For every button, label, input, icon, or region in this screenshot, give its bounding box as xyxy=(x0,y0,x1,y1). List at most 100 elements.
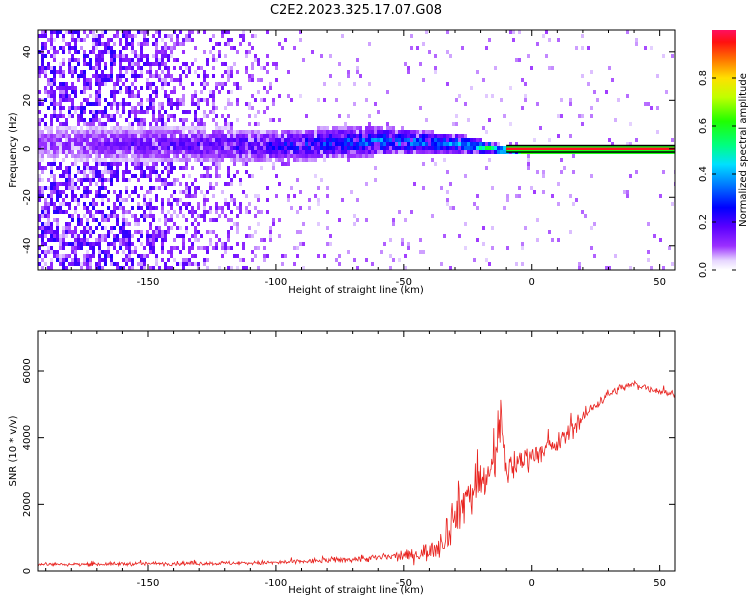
heatmap-cell xyxy=(77,202,80,206)
heatmap-cell xyxy=(248,142,251,146)
heatmap-cell xyxy=(425,30,428,34)
heatmap-cell xyxy=(446,170,449,174)
heatmap-cell xyxy=(170,50,173,54)
heatmap-cell xyxy=(230,70,233,74)
heatmap-cell xyxy=(119,266,122,270)
heatmap-cell xyxy=(191,102,194,106)
heatmap-cell xyxy=(173,150,176,154)
heatmap-cell xyxy=(116,30,119,34)
heatmap-cell xyxy=(242,138,245,142)
heatmap-cell xyxy=(215,234,218,238)
heatmap-cell xyxy=(269,230,272,234)
heatmap-cell xyxy=(191,134,194,138)
heatmap-cell xyxy=(173,30,176,34)
heatmap-cell xyxy=(647,258,650,262)
heatmap-cell xyxy=(368,154,371,158)
heatmap-cell xyxy=(92,130,95,134)
heatmap-cell xyxy=(233,198,236,202)
heatmap-cell xyxy=(356,198,359,202)
heatmap-cell xyxy=(254,150,257,154)
heatmap-cell xyxy=(161,58,164,62)
heatmap-cell xyxy=(44,166,47,170)
heatmap-cell xyxy=(203,126,206,130)
heatmap-cell xyxy=(182,190,185,194)
heatmap-cell xyxy=(200,190,203,194)
heatmap-cell xyxy=(95,102,98,106)
heatmap-cell xyxy=(311,134,314,138)
heatmap-cell xyxy=(98,186,101,190)
heatmap-cell xyxy=(71,90,74,94)
heatmap-cell xyxy=(218,90,221,94)
heatmap-cell xyxy=(551,194,554,198)
heatmap-cell xyxy=(38,190,41,194)
heatmap-cell xyxy=(125,246,128,250)
heatmap-cell xyxy=(206,258,209,262)
heatmap-cell xyxy=(164,214,167,218)
heatmap-cell xyxy=(98,250,101,254)
heatmap-cell xyxy=(119,42,122,46)
heatmap-cell xyxy=(248,130,251,134)
heatmap-cell xyxy=(62,46,65,50)
heatmap-cell xyxy=(200,142,203,146)
heatmap-cell xyxy=(50,230,53,234)
heatmap-cell xyxy=(50,202,53,206)
heatmap-cell xyxy=(92,50,95,54)
heatmap-cell xyxy=(338,218,341,222)
heatmap-cell xyxy=(251,62,254,66)
heatmap-cell xyxy=(272,130,275,134)
heatmap-cell xyxy=(326,126,329,130)
heatmap-cell xyxy=(161,170,164,174)
heatmap-cell xyxy=(167,74,170,78)
heatmap-cell xyxy=(233,142,236,146)
heatmap-cell xyxy=(68,62,71,66)
heatmap-cell xyxy=(347,138,350,142)
heatmap-cell xyxy=(218,166,221,170)
heatmap-cell xyxy=(152,162,155,166)
heatmap-cell xyxy=(41,70,44,74)
heatmap-cell xyxy=(278,94,281,98)
heatmap-cell xyxy=(410,146,413,150)
heatmap-cell xyxy=(140,242,143,246)
heatmap-cell xyxy=(257,130,260,134)
heatmap-cell xyxy=(119,114,122,118)
heatmap-cell xyxy=(245,130,248,134)
heatmap-cell xyxy=(107,170,110,174)
heatmap-cell xyxy=(137,138,140,142)
heatmap-cell xyxy=(167,126,170,130)
heatmap-cell xyxy=(389,150,392,154)
heatmap-cell xyxy=(287,198,290,202)
heatmap-cell xyxy=(410,34,413,38)
heatmap-cell xyxy=(146,110,149,114)
heatmap-cell xyxy=(206,246,209,250)
heatmap-cell xyxy=(329,74,332,78)
heatmap-cell xyxy=(611,142,614,146)
heatmap-cell xyxy=(131,146,134,150)
heatmap-cell xyxy=(380,142,383,146)
heatmap-cell xyxy=(347,158,350,162)
heatmap-cell xyxy=(83,98,86,102)
heatmap-cell xyxy=(107,150,110,154)
heatmap-cell xyxy=(80,242,83,246)
heatmap-cell xyxy=(260,146,263,150)
heatmap-cell xyxy=(59,66,62,70)
heatmap-cell xyxy=(362,134,365,138)
heatmap-cell xyxy=(131,110,134,114)
heatmap-cell xyxy=(233,254,236,258)
heatmap-cell xyxy=(98,58,101,62)
heatmap-cell xyxy=(173,154,176,158)
heatmap-cell xyxy=(98,178,101,182)
heatmap-cell xyxy=(50,250,53,254)
heatmap-cell xyxy=(386,134,389,138)
heatmap-cell xyxy=(89,94,92,98)
heatmap-cell xyxy=(263,258,266,262)
x-tick-label: -150 xyxy=(137,277,160,288)
heatmap-cell xyxy=(155,198,158,202)
heatmap-cell xyxy=(80,238,83,242)
heatmap-cell xyxy=(98,254,101,258)
heatmap-cell xyxy=(41,258,44,262)
heatmap-cell xyxy=(230,74,233,78)
heatmap-cell xyxy=(308,206,311,210)
heatmap-cell xyxy=(491,146,494,150)
heatmap-cell xyxy=(122,46,125,50)
heatmap-cell xyxy=(47,222,50,226)
